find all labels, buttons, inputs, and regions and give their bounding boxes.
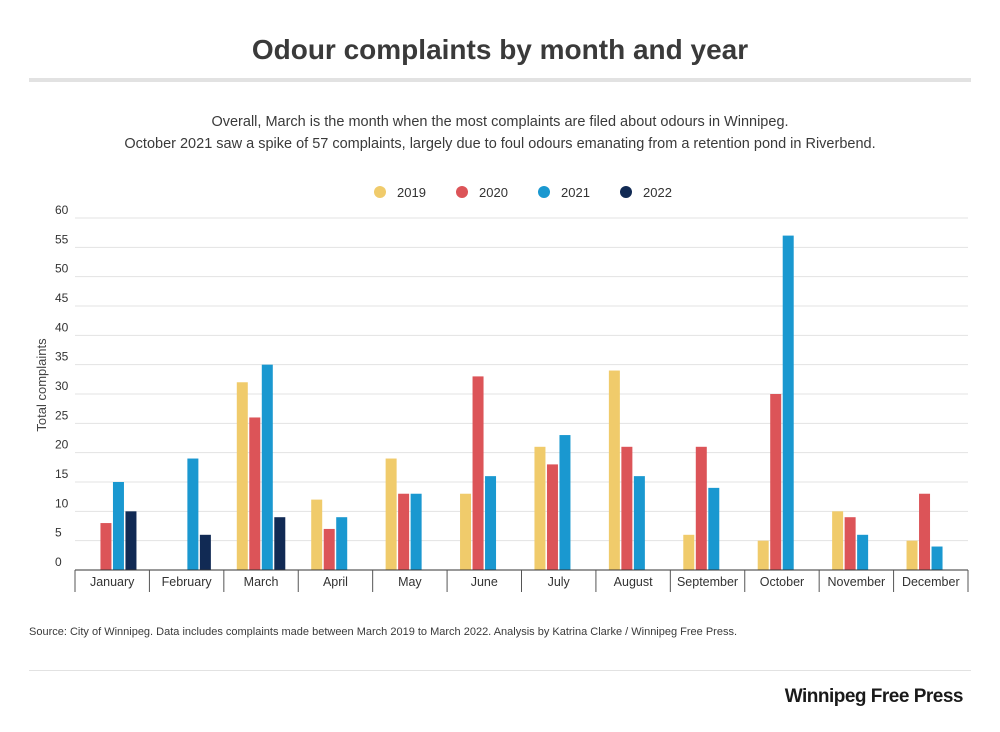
x-tick-label: April bbox=[323, 575, 348, 589]
x-tick-label: January bbox=[90, 575, 135, 589]
chart-subtitle-line-1: Overall, March is the month when the mos… bbox=[211, 114, 789, 130]
bar bbox=[906, 540, 918, 570]
bar bbox=[633, 476, 645, 570]
bar bbox=[274, 517, 286, 570]
bar bbox=[261, 364, 273, 570]
y-tick-label: 0 bbox=[55, 555, 62, 569]
x-tick-label: November bbox=[828, 575, 886, 589]
bar bbox=[695, 446, 707, 570]
bar bbox=[683, 534, 695, 570]
bar bbox=[757, 540, 769, 570]
y-tick-label: 10 bbox=[55, 496, 69, 510]
y-axis-label: Total complaints bbox=[34, 338, 49, 432]
chart-gridlines bbox=[75, 217, 968, 542]
brand-logo: Winnipeg Free Press bbox=[784, 686, 964, 707]
bar bbox=[931, 546, 943, 570]
legend-swatch bbox=[374, 186, 386, 198]
bar bbox=[708, 487, 720, 570]
x-tick-label: March bbox=[244, 575, 279, 589]
y-tick-label: 55 bbox=[55, 232, 69, 246]
bar bbox=[323, 528, 335, 570]
bar bbox=[187, 458, 199, 570]
chart-bars bbox=[100, 235, 943, 570]
bar bbox=[336, 517, 348, 570]
y-tick-label: 25 bbox=[55, 408, 69, 422]
source-note: Source: City of Winnipeg. Data includes … bbox=[29, 626, 738, 638]
legend-swatch bbox=[620, 186, 632, 198]
bar bbox=[100, 523, 112, 570]
bar-chart: 2019 2020 2021 2022 0 5 10 15 20 25 30 35 40 45 50 55 6… bbox=[34, 185, 969, 592]
y-tick-label: 5 bbox=[55, 526, 62, 540]
bar bbox=[112, 482, 124, 570]
y-axis: 0 5 10 15 20 25 30 35 40 45 50 55 60 bbox=[55, 203, 69, 569]
bar bbox=[621, 446, 633, 570]
x-axis: January February March April May June July Augu… bbox=[74, 569, 969, 592]
y-tick-label: 20 bbox=[55, 438, 69, 452]
x-tick-label: October bbox=[760, 575, 804, 589]
x-tick-label: May bbox=[398, 575, 422, 589]
bar bbox=[398, 493, 410, 570]
bar bbox=[199, 534, 211, 570]
x-tick-label: September bbox=[677, 575, 738, 589]
bar bbox=[460, 493, 472, 570]
y-tick-label: 40 bbox=[55, 320, 69, 334]
bar bbox=[472, 376, 484, 570]
bar bbox=[410, 493, 422, 570]
y-tick-label: 15 bbox=[55, 467, 69, 481]
bar bbox=[125, 511, 137, 570]
bar bbox=[546, 464, 558, 570]
legend-swatch bbox=[538, 186, 550, 198]
legend-label: 2020 bbox=[479, 185, 508, 200]
bar bbox=[559, 435, 571, 570]
bar bbox=[249, 417, 261, 570]
x-tick-label: August bbox=[614, 575, 653, 589]
bar bbox=[311, 499, 323, 570]
x-tick-label: June bbox=[471, 575, 498, 589]
footer-divider bbox=[29, 670, 971, 671]
bar bbox=[236, 382, 248, 570]
x-tick-label: February bbox=[162, 575, 213, 589]
bar bbox=[534, 446, 546, 570]
y-tick-label: 45 bbox=[55, 291, 69, 305]
y-tick-label: 35 bbox=[55, 350, 69, 364]
bar bbox=[832, 511, 844, 570]
legend-swatch bbox=[456, 186, 468, 198]
y-tick-label: 60 bbox=[55, 203, 69, 217]
chart-title: Odour complaints by month and year bbox=[251, 34, 749, 65]
title-divider bbox=[29, 78, 971, 82]
y-tick-label: 30 bbox=[55, 379, 69, 393]
x-tick-label: December bbox=[902, 575, 960, 589]
bar bbox=[857, 534, 869, 570]
bar bbox=[782, 235, 794, 570]
bar bbox=[844, 517, 856, 570]
chart-subtitle-line-2: October 2021 saw a spike of 57 complaint… bbox=[124, 136, 876, 152]
x-tick-label: July bbox=[548, 575, 571, 589]
y-tick-label: 50 bbox=[55, 262, 69, 276]
bar bbox=[770, 394, 782, 570]
bar bbox=[608, 370, 620, 570]
bar bbox=[485, 476, 497, 570]
bar bbox=[385, 458, 397, 570]
chart-legend: 2019 2020 2021 2022 bbox=[374, 185, 672, 200]
legend-label: 2019 bbox=[397, 185, 426, 200]
legend-label: 2021 bbox=[561, 185, 590, 200]
legend-label: 2022 bbox=[643, 185, 672, 200]
bar bbox=[919, 493, 931, 570]
